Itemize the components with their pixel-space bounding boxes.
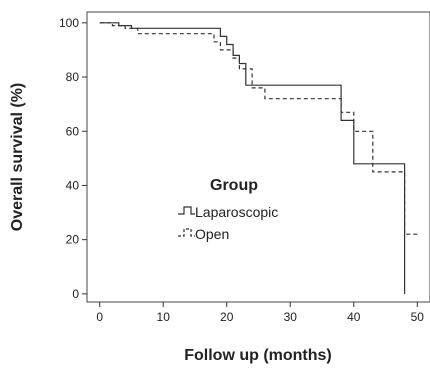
y-tick-label-60: 60 bbox=[66, 124, 80, 138]
legend-title: Group bbox=[210, 177, 258, 194]
y-tick-label-0: 0 bbox=[72, 287, 79, 301]
x-tick-label-50: 50 bbox=[411, 310, 425, 324]
y-axis-title: Overall survival (%) bbox=[9, 83, 26, 232]
x-tick-label-20: 20 bbox=[220, 310, 234, 324]
y-tick-label-20: 20 bbox=[66, 233, 80, 247]
legend-symbol-laparoscopic bbox=[178, 206, 195, 215]
legend: Group Laparoscopic Open bbox=[178, 177, 278, 242]
x-tick-label-30: 30 bbox=[284, 310, 298, 324]
y-tick-label-100: 100 bbox=[59, 16, 79, 30]
x-tick-label-10: 10 bbox=[157, 310, 171, 324]
x-axis-title: Follow up (months) bbox=[184, 347, 332, 364]
plot-frame bbox=[86, 11, 430, 303]
survival-curve-open bbox=[99, 22, 418, 235]
legend-label-open: Open bbox=[195, 226, 229, 242]
x-tick-label-40: 40 bbox=[347, 310, 361, 324]
legend-label-laparoscopic: Laparoscopic bbox=[195, 204, 278, 220]
survival-curve-laparoscopic bbox=[99, 22, 406, 294]
x-tick-label-0: 0 bbox=[96, 310, 103, 324]
curve-group bbox=[99, 22, 418, 294]
y-tick-label-40: 40 bbox=[66, 178, 80, 192]
y-tick-label-80: 80 bbox=[66, 70, 80, 84]
legend-symbol-open bbox=[178, 228, 195, 237]
tick-group: 0 10 20 30 40 50 0 20 40 60 80 100 bbox=[59, 16, 424, 324]
